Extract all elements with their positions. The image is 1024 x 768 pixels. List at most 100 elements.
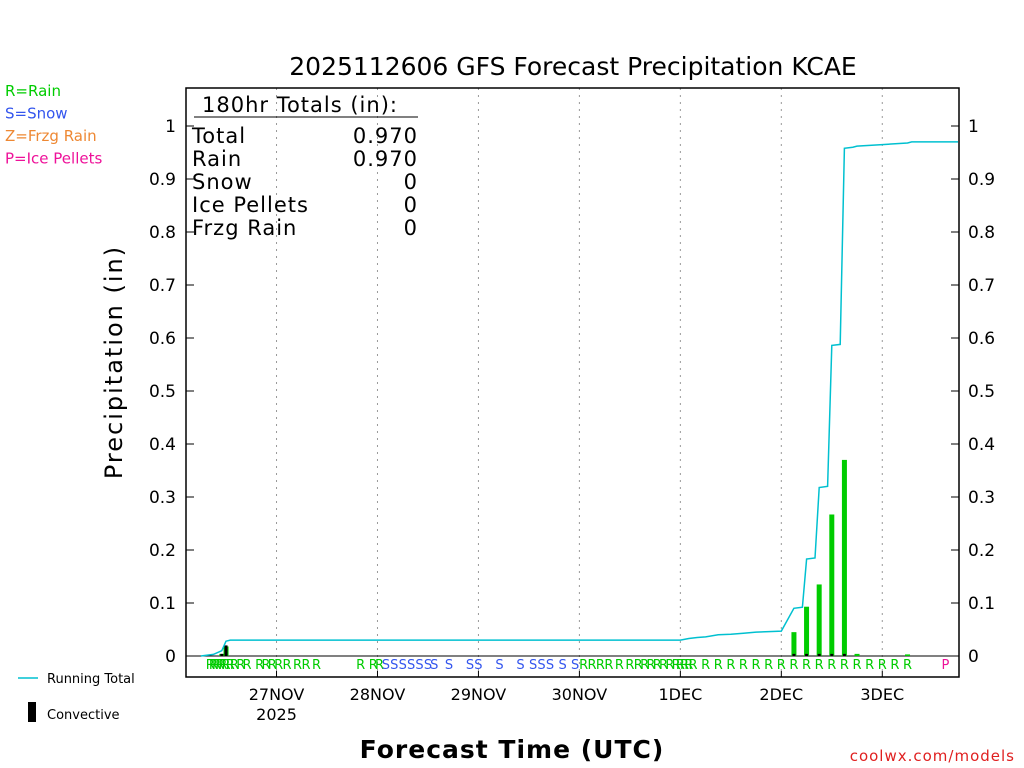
ptype-code: R: [206, 658, 215, 673]
ptype-code: R: [596, 658, 605, 673]
ptype-code: R: [369, 658, 378, 673]
ptype-code: R: [802, 658, 811, 673]
ptype-code: S: [430, 658, 438, 673]
precip-bars: [219, 459, 911, 656]
ptype-code: R: [752, 658, 761, 673]
ptype-code: R: [827, 658, 836, 673]
totals-box: 180hr Totals (in): Total 0.970 Rain 0.970 Sno…: [191, 93, 418, 240]
x-tick-label: 2DEC: [759, 685, 803, 704]
ptype-code: R: [312, 658, 321, 673]
ptype-code: R: [688, 658, 697, 673]
ptype-code: R: [726, 658, 735, 673]
precip-bar: [816, 584, 822, 656]
grid-lines: [186, 88, 959, 677]
ptype-code: R: [714, 658, 723, 673]
convective-bar: [842, 653, 846, 656]
y-tick-label-right: 0.8: [968, 223, 995, 243]
ptype-code: R: [672, 658, 681, 673]
totals-row-label: Ice Pellets: [192, 193, 309, 217]
y-tick-label-right: 0: [968, 647, 979, 667]
x-tick-label: 1DEC: [658, 685, 702, 704]
precip-bar: [905, 654, 911, 656]
convective-bar: [817, 653, 821, 656]
ptype-code: R: [615, 658, 624, 673]
plot-frame: [185, 87, 960, 678]
y-tick-label-right: 0.3: [968, 488, 995, 508]
ptype-code: R: [243, 658, 252, 673]
ptype-code: R: [579, 658, 588, 673]
ptype-code: R: [356, 658, 365, 673]
ptype-code: R: [230, 658, 239, 673]
ptype-code: R: [739, 658, 748, 673]
ptype-code: R: [283, 658, 292, 673]
ptype-code: S: [466, 658, 474, 673]
y-tick-label-left: 0.6: [149, 329, 176, 349]
ptype-code: R: [777, 658, 786, 673]
ptype-code: R: [890, 658, 899, 673]
ptype-code: R: [676, 658, 685, 673]
series-legend: Running Total Convective: [18, 672, 135, 723]
convective-bar: [830, 653, 834, 656]
ptype-code: R: [301, 658, 310, 673]
ptype-code: S: [474, 658, 482, 673]
y-tick-label-right: 0.7: [968, 276, 995, 296]
precip-bar: [854, 653, 860, 656]
ptype-code: R: [236, 658, 245, 673]
ptype-code: S: [529, 658, 537, 673]
ptype-legend-item: S=Snow: [5, 105, 68, 123]
ptype-code: R: [640, 658, 649, 673]
ptype-code: R: [789, 658, 798, 673]
ptype-code: S: [495, 658, 503, 673]
totals-row-label: Snow: [192, 170, 253, 194]
ptype-code: S: [558, 658, 566, 673]
x-tick-label: 29NOV: [451, 685, 507, 704]
y-tick-label-left: 0.1: [149, 594, 176, 614]
y-tick-label-left: 0: [165, 647, 176, 667]
x-axis-title: Forecast Time (UTC): [360, 735, 665, 764]
y-tick-label-right: 0.6: [968, 329, 995, 349]
ptype-code: R: [646, 658, 655, 673]
ptype-code: R: [684, 658, 693, 673]
totals-heading: 180hr Totals (in):: [202, 93, 398, 117]
chart-title: 2025112606 GFS Forecast Precipitation KC…: [289, 52, 856, 81]
ptype-code: S: [415, 658, 423, 673]
ptype-legend-item: R=Rain: [5, 82, 61, 100]
y-tick-label-left: 0.3: [149, 488, 176, 508]
ptype-code: R: [212, 658, 221, 673]
ptype-code: R: [226, 658, 235, 673]
x-tick-year-label: 2025: [256, 705, 297, 724]
ptype-code: R: [215, 658, 224, 673]
convective-bar: [224, 645, 228, 656]
ptype-code: R: [764, 658, 773, 673]
totals-row-value: 0: [404, 170, 418, 194]
ptype-code: R: [587, 658, 596, 673]
y-tick-label-right: 0.9: [968, 170, 995, 190]
ptype-code: R: [665, 658, 674, 673]
precip-bar: [791, 632, 797, 656]
totals-row-label: Frzg Rain: [192, 216, 297, 240]
x-tick-label: 30NOV: [552, 685, 608, 704]
x-tick-label: 3DEC: [860, 685, 904, 704]
ptype-code: R: [653, 658, 662, 673]
totals-row-value: 0: [404, 216, 418, 240]
y-tick-label-right: 0.1: [968, 594, 995, 614]
credit-text: coolwx.com/models: [850, 747, 1015, 765]
ptype-code: S: [382, 658, 390, 673]
y-tick-label-left: 1: [165, 117, 176, 137]
y-tick-label-right: 0.2: [968, 541, 995, 561]
y-tick-label-left: 0.7: [149, 276, 176, 296]
precip-bar: [804, 606, 810, 656]
ptype-code: R: [293, 658, 302, 673]
y-tick-label-right: 1: [968, 117, 979, 137]
ptype-code: R: [375, 658, 384, 673]
ptype-code: S: [407, 658, 415, 673]
ptype-code: S: [390, 658, 398, 673]
ptype-legend-item: P=Ice Pellets: [5, 150, 102, 168]
ptype-code: P: [941, 658, 949, 673]
ptype-code: R: [840, 658, 849, 673]
ptype-code: R: [659, 658, 668, 673]
x-tick-label: 27NOV: [249, 685, 305, 704]
ptype-code: R: [222, 658, 231, 673]
